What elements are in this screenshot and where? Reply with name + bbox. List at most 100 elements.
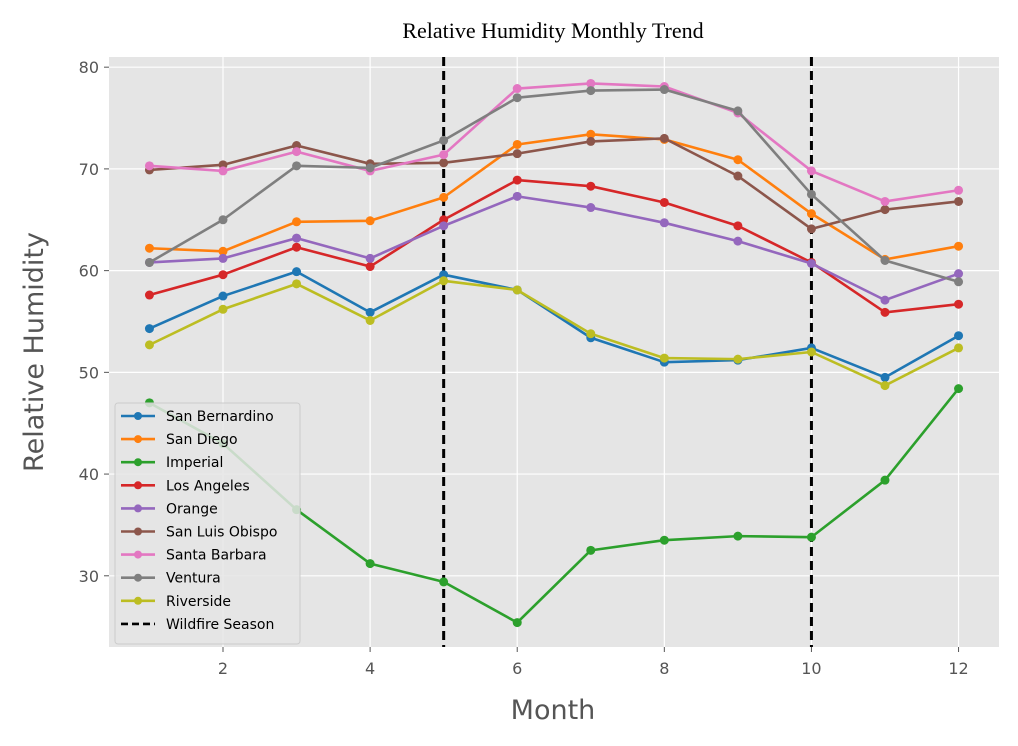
data-point [218,253,228,263]
data-point [954,331,964,341]
y-tick-label: 50 [79,363,99,382]
data-point [144,161,154,171]
data-point [292,161,302,171]
data-point [733,106,743,116]
data-point [439,158,449,168]
data-point [512,175,522,185]
data-point [806,347,816,357]
data-point [880,381,890,391]
y-tick-label: 70 [79,160,99,179]
data-point [512,149,522,159]
series-layer [144,78,964,628]
data-point [144,243,154,253]
legend-marker [134,550,142,559]
legend-marker [134,527,142,536]
data-point [880,255,890,265]
data-point [586,329,596,339]
legend-marker [134,504,142,513]
data-point [586,136,596,146]
series-line [148,279,960,387]
legend: San Bernardino San Diego Imperial Los Angel… [114,402,301,645]
data-point [218,215,228,225]
chart-title: Relative Humidity Monthly Trend [402,18,703,43]
data-point [880,205,890,215]
data-point [880,307,890,317]
data-point [218,246,228,256]
data-point [733,171,743,181]
data-point [586,545,596,555]
legend-marker [134,412,142,420]
data-point [439,276,449,286]
y-tick-label: 80 [79,58,99,77]
data-point [954,196,964,206]
data-point [144,290,154,300]
x-tick-label: 8 [659,659,669,678]
legend-marker [134,435,142,444]
x-tick-label: 2 [218,659,228,678]
tick-labels: 2 4 6 8 10 12 30 40 50 60 70 80 [79,58,969,678]
data-point [880,475,890,485]
data-point [512,84,522,94]
data-point [512,139,522,149]
data-point [954,241,964,251]
data-point [733,221,743,231]
data-point [880,372,890,382]
legend-label: San Bernardino [166,409,274,425]
series-line [148,88,959,284]
legend-label: San Luis Obispo [166,525,277,541]
data-point [954,185,964,195]
data-point [880,295,890,305]
data-point [439,150,449,160]
series-line [149,133,959,261]
legend-label: San Diego [166,432,238,448]
legend-label: Wildfire Season [166,617,274,633]
data-point [733,155,743,165]
data-point [659,133,669,143]
data-point [806,224,816,234]
x-tick-label: 10 [801,659,821,678]
data-point [954,299,964,309]
data-point [659,218,669,228]
legend-label: Ventura [166,571,221,587]
data-point [439,192,449,202]
legend-marker [134,458,142,467]
data-point [586,78,596,88]
data-point [144,340,154,350]
legend-label: Riverside [166,594,231,610]
x-axis-label: Month [511,695,596,726]
data-point [218,270,228,280]
data-point [806,532,816,542]
data-point [292,217,302,227]
series-ventura [144,85,964,287]
data-point [292,147,302,157]
data-point [292,242,302,252]
data-point [659,197,669,207]
legend-label: Los Angeles [166,478,250,494]
x-tick-label: 6 [512,659,522,678]
data-point [954,277,964,287]
data-point [586,129,596,139]
legend-marker [134,573,142,582]
data-point [365,307,375,317]
data-point [659,353,669,363]
legend-marker [134,596,142,605]
legend-label: Orange [166,501,218,517]
series-santa-barbara [144,78,964,206]
data-point [439,221,449,231]
data-point [954,269,964,279]
data-point [586,86,596,96]
data-point [954,384,964,394]
data-point [144,257,154,267]
data-point [659,535,669,545]
data-point [954,343,964,353]
data-point [292,267,302,277]
legend-marker [134,481,142,490]
data-point [218,291,228,301]
data-point [586,203,596,213]
data-point [806,189,816,199]
data-point [365,315,375,325]
data-point [365,216,375,226]
legend-label: Santa Barbara [166,548,267,564]
data-point [733,531,743,541]
series-line [148,270,960,379]
